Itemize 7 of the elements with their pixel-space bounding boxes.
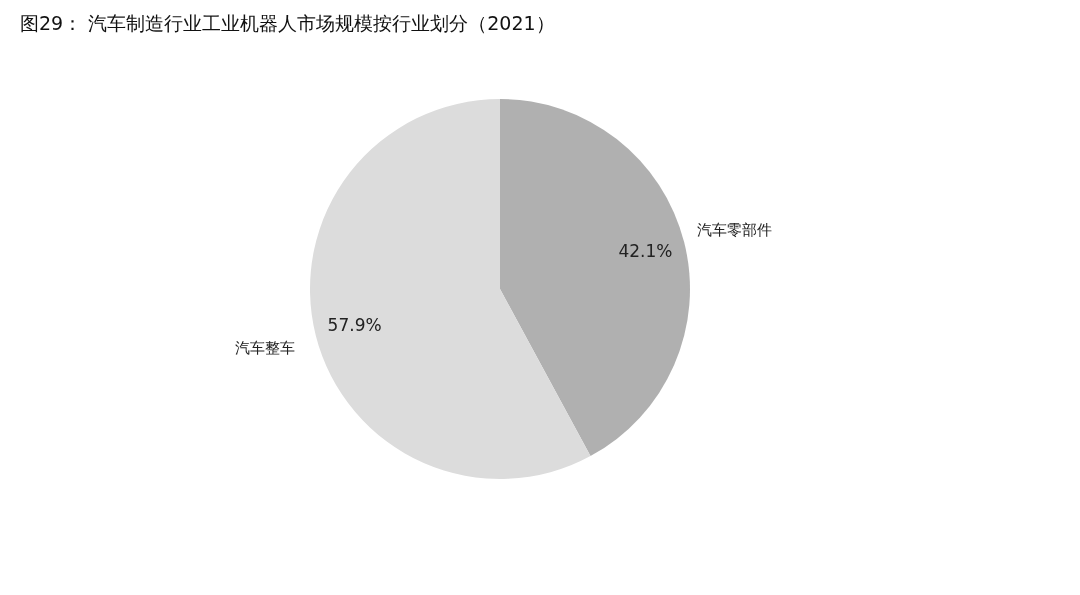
data-label: 57.9% [327,314,382,335]
slice-label: 汽车整车 [235,339,296,358]
pie-slice [500,99,690,457]
slice-label: 汽车零部件 [697,220,773,239]
pie-slice [310,99,591,479]
data-label: 42.1% [618,241,673,262]
chart-title: 图29： 汽车制造行业工业机器人市场规模按行业划分（2021） [20,12,555,34]
